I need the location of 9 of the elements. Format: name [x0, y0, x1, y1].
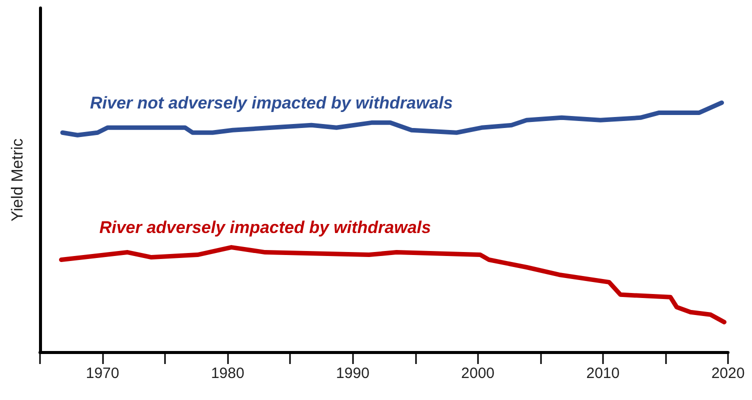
x-tick-label: 1990 [336, 365, 370, 382]
x-tick-label: 1970 [86, 365, 120, 382]
x-tick-label: 2020 [711, 365, 745, 382]
x-tick-label: 1980 [210, 365, 244, 382]
series-label: River not adversely impacted by withdrawals [90, 94, 453, 113]
series-label: River adversely impacted by withdrawals [99, 218, 431, 238]
y-axis-title: Yield Metric [10, 138, 26, 222]
x-tick-label: 2000 [461, 365, 495, 382]
x-tick-label: 2010 [586, 365, 620, 382]
